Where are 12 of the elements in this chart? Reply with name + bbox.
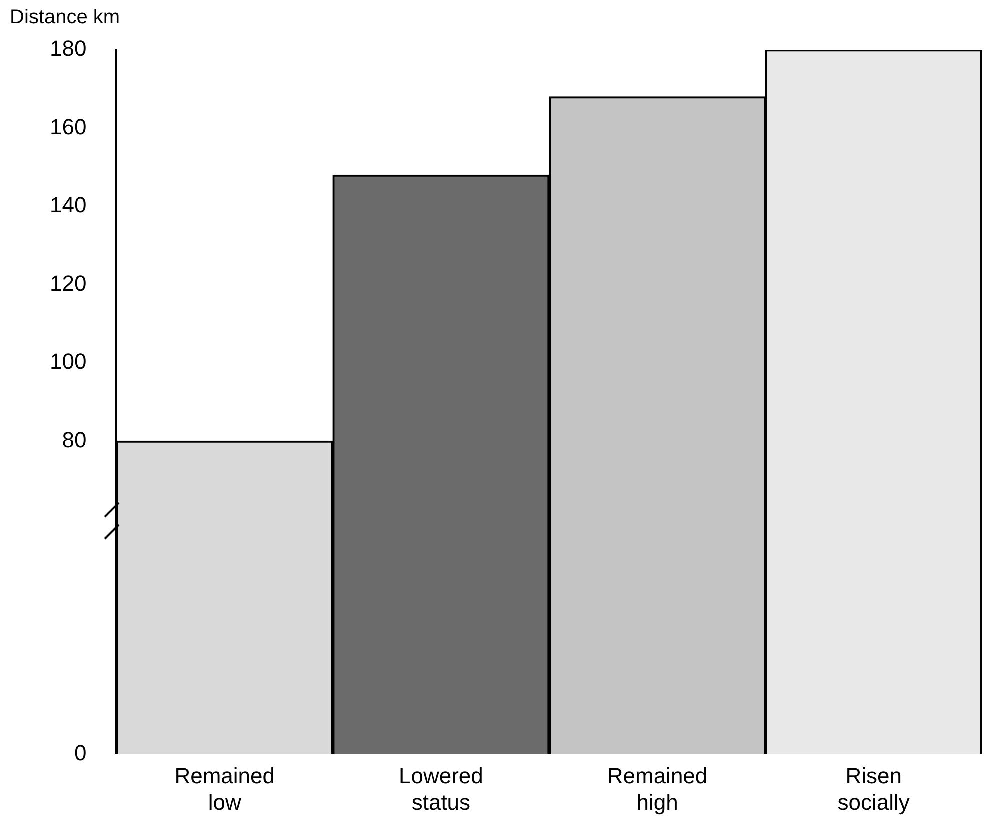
y-tick-label: 120 [50,270,87,296]
y-axis-title: Distance km [10,6,120,29]
y-tick-label: 100 [50,349,87,374]
y-tick-label: 80 [62,427,87,452]
x-tick-label: Risen socially [838,763,910,815]
x-tick-label: Remained low [174,763,276,815]
x-tick-label: Lowered status [398,763,484,815]
y-tick-label: 160 [50,114,87,140]
x-tick-label: Remained high [607,763,708,815]
y-tick-label: 180 [50,36,87,62]
y-tick-label: 0 [74,740,87,766]
y-tick-label: 140 [50,192,87,218]
